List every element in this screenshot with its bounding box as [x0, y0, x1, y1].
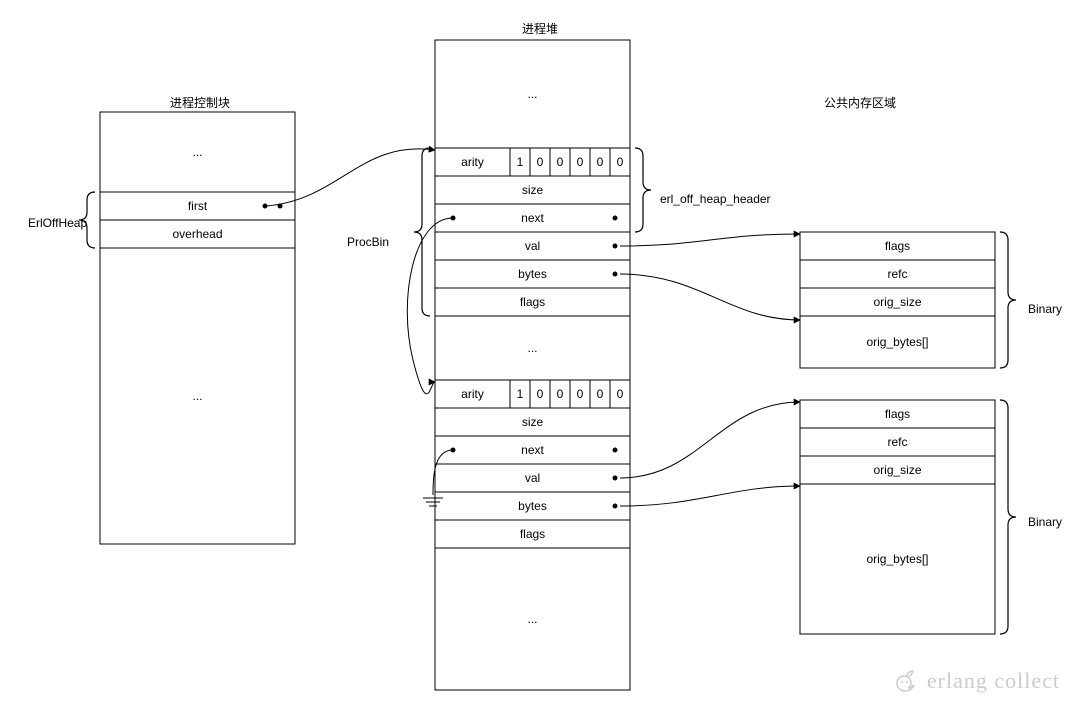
arity-label: arity	[435, 380, 510, 408]
pcb-ellipsis: ...	[100, 112, 295, 192]
arity-bit: 0	[530, 380, 550, 408]
binary2-refc: refc	[800, 428, 995, 456]
heap-val: val	[435, 464, 630, 492]
heap-flags: flags	[435, 520, 630, 548]
heap-bytes: bytes	[435, 492, 630, 520]
pcb-overhead: overhead	[100, 220, 295, 248]
heap-ellipsis: ...	[435, 40, 630, 148]
binary2-orig_bytes[]: orig_bytes[]	[800, 484, 995, 634]
arity-bit: 0	[530, 148, 550, 176]
heap-ellipsis: ...	[435, 316, 630, 380]
arity-bit: 0	[610, 148, 630, 176]
arity-bit: 0	[590, 380, 610, 408]
binary1-refc: refc	[800, 260, 995, 288]
arity-bit: 1	[510, 380, 530, 408]
label-erloffheap: ErlOffHeap	[28, 216, 87, 230]
heap-size: size	[435, 176, 630, 204]
heap-flags: flags	[435, 288, 630, 316]
arity-bit: 0	[590, 148, 610, 176]
binary2-orig_size: orig_size	[800, 456, 995, 484]
binary1-orig_size: orig_size	[800, 288, 995, 316]
arity-bit: 1	[510, 148, 530, 176]
arity-label: arity	[435, 148, 510, 176]
heap-next: next	[435, 436, 630, 464]
watermark: erlang collect	[893, 668, 1060, 694]
heap-ellipsis: ...	[435, 548, 630, 690]
label-binary2: Binary	[1028, 515, 1062, 529]
heading-shared: 公共内存区域	[815, 94, 905, 111]
label-procbin: ProcBin	[347, 235, 389, 249]
heap-val: val	[435, 232, 630, 260]
heap-bytes: bytes	[435, 260, 630, 288]
watermark-text: erlang collect	[927, 668, 1060, 694]
diagram-canvas: 进程控制块进程堆公共内存区域...firstoverhead......arit…	[0, 0, 1080, 704]
pcb-ellipsis: ...	[100, 248, 295, 544]
binary2-flags: flags	[800, 400, 995, 428]
arity-bit: 0	[610, 380, 630, 408]
arity-bit: 0	[550, 380, 570, 408]
heap-next: next	[435, 204, 630, 232]
label-eohh: erl_off_heap_header	[660, 192, 771, 206]
heading-pcb: 进程控制块	[160, 94, 240, 111]
pcb-first: first	[100, 192, 295, 220]
binary1-flags: flags	[800, 232, 995, 260]
label-binary1: Binary	[1028, 302, 1062, 316]
arity-bit: 0	[570, 380, 590, 408]
binary1-orig_bytes[]: orig_bytes[]	[800, 316, 995, 368]
arity-bit: 0	[570, 148, 590, 176]
arity-bit: 0	[550, 148, 570, 176]
heap-size: size	[435, 408, 630, 436]
heading-heap: 进程堆	[515, 20, 565, 37]
